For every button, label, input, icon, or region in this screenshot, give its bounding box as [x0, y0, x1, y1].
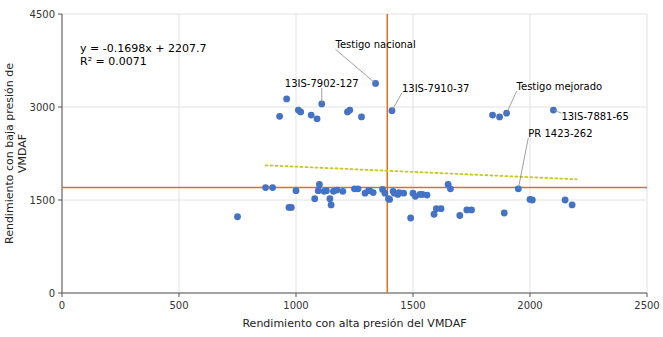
scatter-point [569, 202, 576, 209]
chart: 0 500 1000 1500 2000 2500 0 1500 3000 4500 Rendimi… [0, 0, 663, 337]
scatter-point [283, 96, 290, 103]
y-tick-label: 4500 [30, 9, 55, 20]
trend-line [266, 165, 577, 179]
grid-line-x [62, 14, 63, 293]
scatter-point [468, 207, 475, 214]
x-tick [413, 293, 414, 297]
plot-area [62, 14, 647, 293]
x-tick [179, 293, 180, 297]
y-tick-label: 3000 [30, 102, 55, 113]
scatter-point [515, 185, 522, 192]
point-label: 13IS-7902-127 [285, 78, 359, 89]
scatter-point [407, 215, 414, 222]
scatter-point [358, 114, 365, 121]
y-tick [58, 107, 62, 108]
x-tick [62, 293, 63, 297]
x-tick-label: 2500 [634, 300, 659, 311]
leader-line [553, 110, 561, 113]
reference-line [387, 14, 389, 293]
scatter-point [501, 210, 508, 217]
y-axis-label: Rendimiento con baja presión deVMDAF [3, 63, 29, 244]
annotation: y = -0.1698x + 2207.7 [80, 42, 206, 55]
x-tick [296, 293, 297, 297]
scatter-point [288, 204, 295, 211]
point-label: Testigo nacional [335, 39, 416, 50]
x-tick-label: 500 [169, 300, 188, 311]
scatter-point [297, 109, 304, 116]
leader-line [507, 91, 517, 113]
scatter-point [496, 114, 503, 121]
grid-line-x [530, 14, 531, 293]
y-tick-label: 1500 [30, 195, 55, 206]
x-tick [530, 293, 531, 297]
leader-line [518, 138, 528, 189]
scatter-point [316, 181, 323, 188]
point-label: 13IS-7881-65 [561, 111, 628, 122]
scatter-point [370, 189, 377, 196]
scatter-point [447, 185, 454, 192]
grid-line-y [62, 293, 647, 294]
x-axis-label: Rendimiento con alta presión del VMDAF [242, 317, 466, 330]
grid-line-y [62, 14, 647, 15]
grid-line-x [179, 14, 180, 293]
scatter-point [323, 187, 330, 194]
scatter-point [400, 190, 407, 197]
y-tick-label: 0 [49, 288, 55, 299]
scatter-point [562, 197, 569, 204]
scatter-point [489, 112, 496, 119]
point-label: 13IS-7910-37 [402, 83, 469, 94]
grid [62, 14, 647, 293]
y-tick [58, 14, 62, 15]
grid-line-x [647, 14, 648, 293]
leader-line [321, 88, 322, 104]
scatter-point [339, 188, 346, 195]
scatter-point [328, 202, 335, 209]
scatter-point [456, 212, 463, 219]
scatter-point [234, 213, 241, 220]
y-tick [58, 293, 62, 294]
x-tick-label: 0 [59, 300, 65, 311]
scatter-point [315, 187, 322, 194]
scatter-point [311, 195, 318, 202]
point-label: PR 1423-262 [528, 128, 592, 139]
grid-line-y [62, 107, 647, 108]
scatter-point [529, 197, 536, 204]
x-tick-label: 1500 [400, 300, 425, 311]
scatter-point [327, 195, 334, 202]
scatter-point [314, 115, 321, 122]
scatter-point [355, 185, 362, 192]
annotation: R² = 0.0071 [80, 55, 147, 68]
grid-line-x [296, 14, 297, 293]
scatter-point [308, 112, 315, 119]
scatter-point [334, 187, 341, 194]
leader-line [392, 93, 402, 111]
scatter-point [346, 107, 353, 114]
scatter-point [276, 113, 283, 120]
grid-line-x [413, 14, 414, 293]
y-tick [58, 200, 62, 201]
x-tick-label: 2000 [517, 300, 542, 311]
grid-line-y [62, 200, 647, 201]
scatter-point [293, 187, 300, 194]
point-label: Testigo mejorado [516, 81, 603, 92]
scatter-point [262, 184, 269, 191]
scatter-point [424, 192, 431, 199]
scatter-point [269, 184, 276, 191]
scatter-point [386, 196, 393, 203]
x-tick-label: 1000 [283, 300, 308, 311]
scatter-point [438, 205, 445, 212]
point-labels: Testigo nacional 13IS-7910-37 13IS-7902-12… [285, 39, 629, 188]
y-axis [62, 14, 63, 293]
x-tick [647, 293, 648, 297]
x-axis [62, 293, 647, 294]
